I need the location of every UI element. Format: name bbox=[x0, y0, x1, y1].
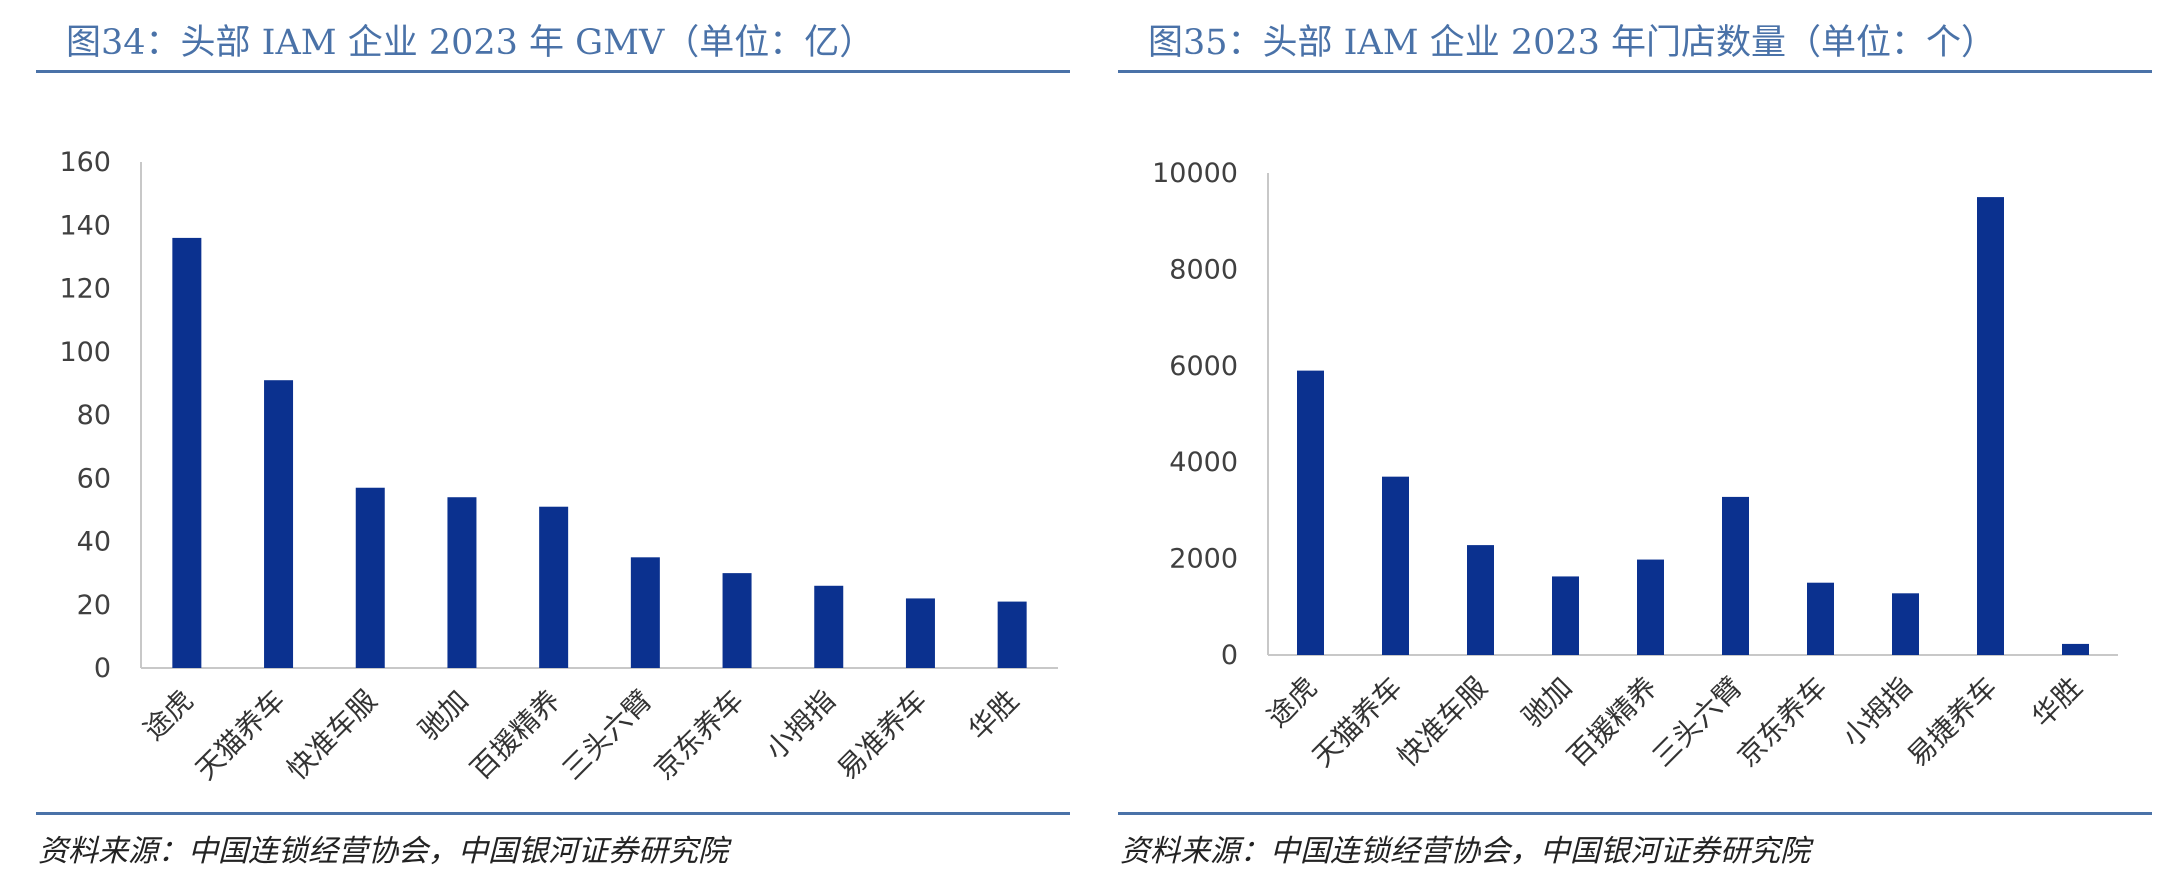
y-tick-label: 6000 bbox=[1169, 351, 1238, 382]
bar bbox=[814, 585, 844, 668]
bar bbox=[1467, 545, 1494, 655]
bar bbox=[630, 557, 660, 668]
figure-35-bottom-rule bbox=[1118, 812, 2152, 815]
figure-34-panel: 图34：头部 IAM 企业 2023 年 GMV（单位：亿） 0 20 40 60 80… bbox=[36, 0, 1076, 878]
bar bbox=[447, 497, 477, 668]
y-tick-label: 80 bbox=[77, 400, 111, 431]
bar bbox=[1807, 582, 1834, 655]
category-label: 京东养车 bbox=[1731, 671, 1834, 774]
category-label: 小拇指 bbox=[1836, 671, 1919, 754]
y-tick-label: 40 bbox=[77, 527, 111, 558]
category-label: 驰加 bbox=[412, 684, 475, 747]
y-tick-label: 8000 bbox=[1169, 254, 1238, 285]
figure-35-panel: 图35：头部 IAM 企业 2023 年门店数量（单位：个） 0 2000 4000… bbox=[1118, 0, 2158, 878]
figure-34-top-rule bbox=[36, 70, 1070, 73]
figure-34-bottom-rule bbox=[36, 812, 1070, 815]
bar bbox=[355, 487, 385, 668]
y-tick-label: 0 bbox=[94, 653, 111, 684]
y-tick-label: 100 bbox=[59, 337, 111, 368]
y-tick-label: 2000 bbox=[1169, 544, 1238, 575]
category-label: 快准车服 bbox=[1391, 671, 1494, 774]
category-label: 易捷养车 bbox=[1901, 671, 2004, 774]
category-label: 天猫养车 bbox=[1306, 671, 1409, 774]
category-label: 小拇指 bbox=[759, 684, 842, 767]
y-tick-label: 120 bbox=[59, 274, 111, 305]
figure-35-source: 资料来源：中国连锁经营协会，中国银河证券研究院 bbox=[1120, 834, 1810, 869]
category-label: 途虎 bbox=[137, 684, 200, 747]
category-label: 途虎 bbox=[1261, 671, 1324, 734]
bar bbox=[539, 506, 569, 668]
bar bbox=[905, 598, 935, 668]
bar bbox=[997, 601, 1027, 668]
category-label: 快准车服 bbox=[281, 684, 384, 787]
bar bbox=[722, 573, 752, 668]
bar bbox=[1297, 370, 1324, 655]
bar bbox=[1977, 197, 2004, 655]
y-tick-label: 140 bbox=[59, 210, 111, 241]
bar bbox=[1382, 476, 1409, 655]
bar bbox=[172, 237, 202, 668]
y-tick-label: 0 bbox=[1221, 640, 1238, 671]
category-label: 三头六臂 bbox=[556, 684, 659, 787]
category-label: 驰加 bbox=[1516, 671, 1579, 734]
y-tick-label: 60 bbox=[77, 463, 111, 494]
category-label: 百援精养 bbox=[1561, 671, 1664, 774]
figure-35-title: 图35：头部 IAM 企业 2023 年门店数量（单位：个） bbox=[1148, 23, 1997, 63]
y-tick-label: 4000 bbox=[1169, 447, 1238, 478]
category-label: 天猫养车 bbox=[189, 684, 292, 787]
category-label: 百援精养 bbox=[464, 684, 567, 787]
y-tick-label: 10000 bbox=[1152, 158, 1238, 189]
bar bbox=[264, 380, 294, 668]
category-label: 华胜 bbox=[2026, 671, 2089, 734]
figure-35-top-rule bbox=[1118, 70, 2152, 73]
figure-34-source: 资料来源：中国连锁经营协会，中国银河证券研究院 bbox=[38, 834, 728, 869]
y-tick-label: 160 bbox=[59, 147, 111, 178]
category-label: 三头六臂 bbox=[1646, 671, 1749, 774]
bar bbox=[1892, 593, 1919, 655]
category-label: 京东养车 bbox=[647, 684, 750, 787]
figure-34-title: 图34：头部 IAM 企业 2023 年 GMV（单位：亿） bbox=[66, 23, 875, 63]
category-label: 易准养车 bbox=[831, 684, 934, 787]
bar bbox=[1552, 576, 1579, 655]
y-tick-label: 20 bbox=[77, 590, 111, 621]
bar bbox=[1637, 559, 1664, 655]
category-label: 华胜 bbox=[962, 684, 1025, 747]
bar bbox=[2062, 643, 2089, 655]
bar bbox=[1722, 496, 1749, 655]
